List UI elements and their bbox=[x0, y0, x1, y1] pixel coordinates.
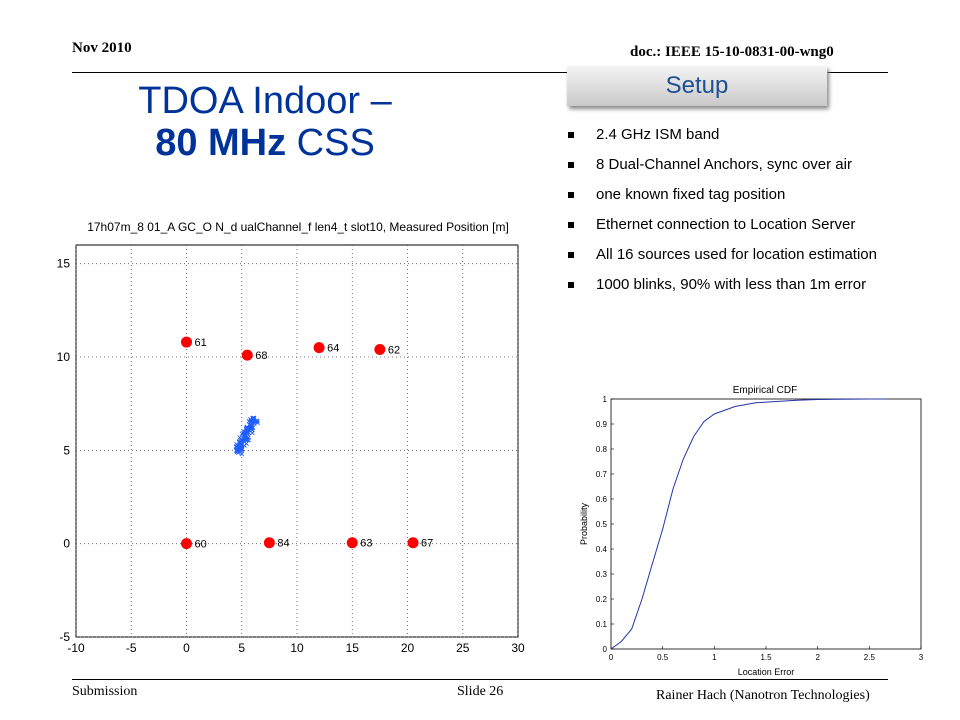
bullet-item: All 16 sources used for location estimat… bbox=[568, 244, 877, 274]
measured-point bbox=[250, 416, 256, 422]
cdf-xlabel: Location Error bbox=[738, 667, 795, 677]
anchor-point bbox=[181, 538, 192, 550]
measured-point bbox=[243, 432, 248, 438]
footer-author: Rainer Hach (Nanotron Technologies) bbox=[656, 688, 870, 703]
footer-rule bbox=[72, 679, 888, 680]
x-tick-label: 10 bbox=[290, 641, 304, 655]
setup-bullet-list: 2.4 GHz ISM band 8 Dual-Channel Anchors,… bbox=[568, 124, 877, 304]
x-tick-label: 3 bbox=[919, 653, 924, 662]
header-doc-id: doc.: IEEE 15-10-0831-00-wng0 bbox=[630, 44, 834, 60]
slide-title: TDOA Indoor – 80 MHz CSS bbox=[100, 80, 430, 164]
footer-slide-number: Slide 26 bbox=[457, 684, 504, 699]
x-tick-label: 30 bbox=[511, 641, 525, 655]
cdf-ylabel: Probability bbox=[579, 502, 589, 545]
anchor-label: 62 bbox=[388, 345, 400, 357]
bullet-item: 2.4 GHz ISM band bbox=[568, 124, 877, 154]
y-tick-label: 5 bbox=[63, 443, 70, 457]
y-tick-label: 0.8 bbox=[596, 445, 608, 454]
setup-label: Setup bbox=[567, 66, 827, 106]
footer-submission: Submission bbox=[72, 684, 138, 699]
measured-point bbox=[237, 435, 242, 440]
bullet-item: 1000 blinks, 90% with less than 1m error bbox=[568, 274, 877, 304]
y-tick-label: 0.4 bbox=[596, 545, 608, 554]
title-rest-part: CSS bbox=[286, 122, 375, 164]
y-tick-label: 0.6 bbox=[596, 495, 608, 504]
header-rule bbox=[72, 72, 888, 73]
y-tick-label: 0 bbox=[63, 537, 70, 551]
anchor-label: 67 bbox=[421, 538, 433, 550]
x-tick-label: 0 bbox=[183, 641, 190, 655]
y-tick-label: 1 bbox=[603, 395, 608, 404]
anchor-point bbox=[241, 349, 253, 361]
title-bold-part: 80 MHz bbox=[155, 122, 287, 164]
x-tick-label: 2 bbox=[815, 653, 820, 662]
x-tick-label: 5 bbox=[238, 641, 245, 655]
measured-point bbox=[237, 443, 243, 449]
y-tick-label: 0.2 bbox=[596, 595, 608, 604]
x-tick-label: 1 bbox=[712, 653, 717, 662]
anchor-point bbox=[346, 537, 358, 549]
position-scatter-chart: 17h07m_8 01_A GC_O N_d ualChannel_f len4… bbox=[57, 220, 525, 655]
anchor-point bbox=[374, 344, 386, 356]
y-tick-label: 0.5 bbox=[596, 520, 608, 529]
title-line-1: TDOA Indoor – bbox=[138, 80, 392, 122]
anchor-label: 61 bbox=[195, 337, 207, 349]
anchor-label: 84 bbox=[277, 538, 289, 550]
title-line-2: 80 MHz CSS bbox=[100, 122, 430, 164]
x-tick-label: 15 bbox=[346, 641, 360, 655]
anchor-point bbox=[407, 537, 419, 549]
measured-point bbox=[250, 430, 255, 436]
measured-point bbox=[251, 417, 257, 422]
measured-point bbox=[233, 448, 239, 454]
x-tick-label: 0.5 bbox=[657, 653, 669, 662]
scatter-title: 17h07m_8 01_A GC_O N_d ualChannel_f len4… bbox=[87, 220, 509, 234]
x-tick-label: 25 bbox=[456, 641, 470, 655]
measured-point bbox=[254, 418, 260, 424]
anchor-label: 60 bbox=[195, 539, 207, 551]
anchor-point bbox=[181, 336, 192, 348]
x-tick-label: 20 bbox=[401, 641, 415, 655]
y-tick-label: 0.1 bbox=[596, 620, 608, 629]
measured-point bbox=[244, 441, 249, 446]
x-tick-label: 2.5 bbox=[864, 653, 876, 662]
measured-point bbox=[245, 437, 250, 442]
cdf-plot-area bbox=[610, 398, 922, 650]
y-tick-label: 0.7 bbox=[596, 470, 608, 479]
x-tick-label: -5 bbox=[126, 641, 137, 655]
x-tick-label: 0 bbox=[609, 653, 614, 662]
cdf-figure: Empirical CDF 0 0.5 1 1.5 2 2.5 3 0 0.1 0.2 0.3 0.4… bbox=[565, 375, 935, 685]
measured-point bbox=[239, 451, 245, 457]
cdf-series-line bbox=[610, 398, 885, 650]
y-tick-label: 0.3 bbox=[596, 570, 608, 579]
y-tick-label: 0.9 bbox=[596, 420, 608, 429]
y-tick-label: -5 bbox=[59, 630, 70, 644]
measured-point bbox=[245, 426, 250, 431]
bullet-item: 8 Dual-Channel Anchors, sync over air bbox=[568, 154, 877, 184]
measured-point bbox=[245, 425, 251, 431]
anchor-label: 64 bbox=[327, 343, 339, 355]
cdf-chart: Empirical CDF 0 0.5 1 1.5 2 2.5 3 0 0.1 0.2 0.3 0.4… bbox=[579, 385, 924, 677]
header-date: Nov 2010 bbox=[72, 40, 132, 56]
cdf-title: Empirical CDF bbox=[733, 385, 797, 396]
y-tick-label: 0 bbox=[603, 645, 608, 654]
bullet-item: one known fixed tag position bbox=[568, 184, 877, 214]
x-tick-label: -10 bbox=[67, 641, 85, 655]
measured-point bbox=[237, 439, 242, 445]
anchor-point bbox=[313, 342, 325, 354]
y-tick-label: 15 bbox=[57, 257, 71, 271]
measured-point bbox=[249, 426, 255, 431]
y-tick-label: 10 bbox=[57, 350, 71, 364]
anchor-label: 63 bbox=[360, 538, 372, 550]
bullet-item: Ethernet connection to Location Server bbox=[568, 214, 877, 244]
x-tick-label: 1.5 bbox=[760, 653, 772, 662]
anchor-point bbox=[263, 537, 275, 549]
anchor-label: 68 bbox=[255, 350, 267, 362]
